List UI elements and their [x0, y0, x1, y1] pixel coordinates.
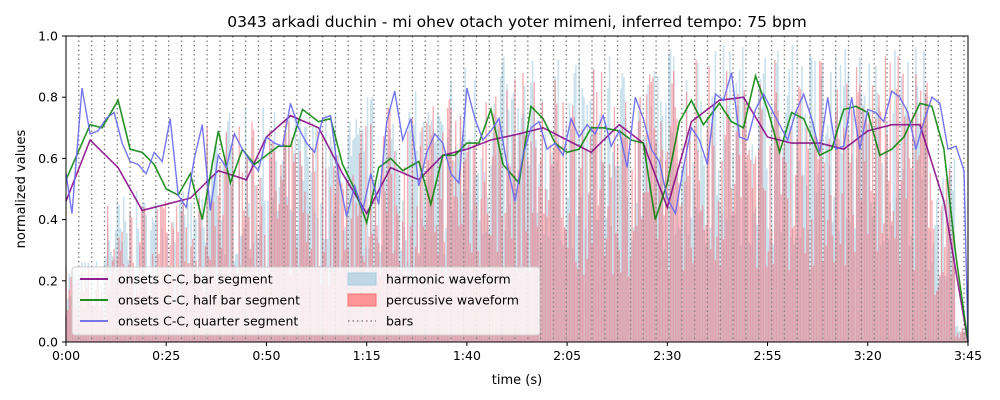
x-tick-label: 2:55 — [754, 348, 782, 363]
legend-label: onsets C-C, bar segment — [118, 272, 273, 287]
legend: onsets C-C, bar segment onsets C-C, half … — [71, 266, 541, 336]
x-tick-label: 0:25 — [152, 348, 180, 363]
x-tick-label: 2:30 — [653, 348, 681, 363]
series-line-1 — [65, 96, 969, 343]
x-tick-label: 0:00 — [52, 348, 80, 363]
y-tick-label: 0.6 — [38, 151, 58, 166]
x-tick-label: 2:05 — [553, 348, 581, 363]
chart-title: 0343 arkadi duchin - mi ohev otach yoter… — [227, 13, 806, 31]
axes-frame — [65, 35, 969, 343]
y-tick-label: 0.0 — [38, 335, 58, 350]
legend-label: onsets C-C, quarter segment — [118, 314, 298, 329]
x-axis-label: time (s) — [492, 373, 542, 388]
legend-swatch — [347, 272, 377, 286]
y-tick-label: 1.0 — [38, 29, 58, 44]
legend-box — [71, 266, 541, 336]
legend-label: bars — [386, 314, 413, 329]
y-tick-label: 0.8 — [38, 90, 58, 105]
y-tick-label: 0.4 — [38, 212, 58, 227]
y-axis-label: normalized values — [14, 129, 29, 248]
x-tick-label: 3:45 — [954, 348, 982, 363]
x-tick-label: 3:20 — [854, 348, 882, 363]
y-tick-label: 0.2 — [38, 273, 58, 288]
legend-label: percussive waveform — [386, 293, 519, 308]
series-line-3 — [65, 72, 969, 343]
x-tick-label: 1:15 — [353, 348, 381, 363]
legend-label: onsets C-C, half bar segment — [118, 293, 300, 308]
x-tick-label: 0:50 — [252, 348, 280, 363]
x-tick-label: 1:40 — [453, 348, 481, 363]
legend-label: harmonic waveform — [386, 272, 511, 287]
series-line-2 — [65, 72, 969, 343]
legend-swatch — [347, 293, 377, 307]
plot-area: 0:00 0:25 0:50 1:15 1:40 2:05 2:30 2:55 3:20 3:45… — [38, 29, 982, 364]
